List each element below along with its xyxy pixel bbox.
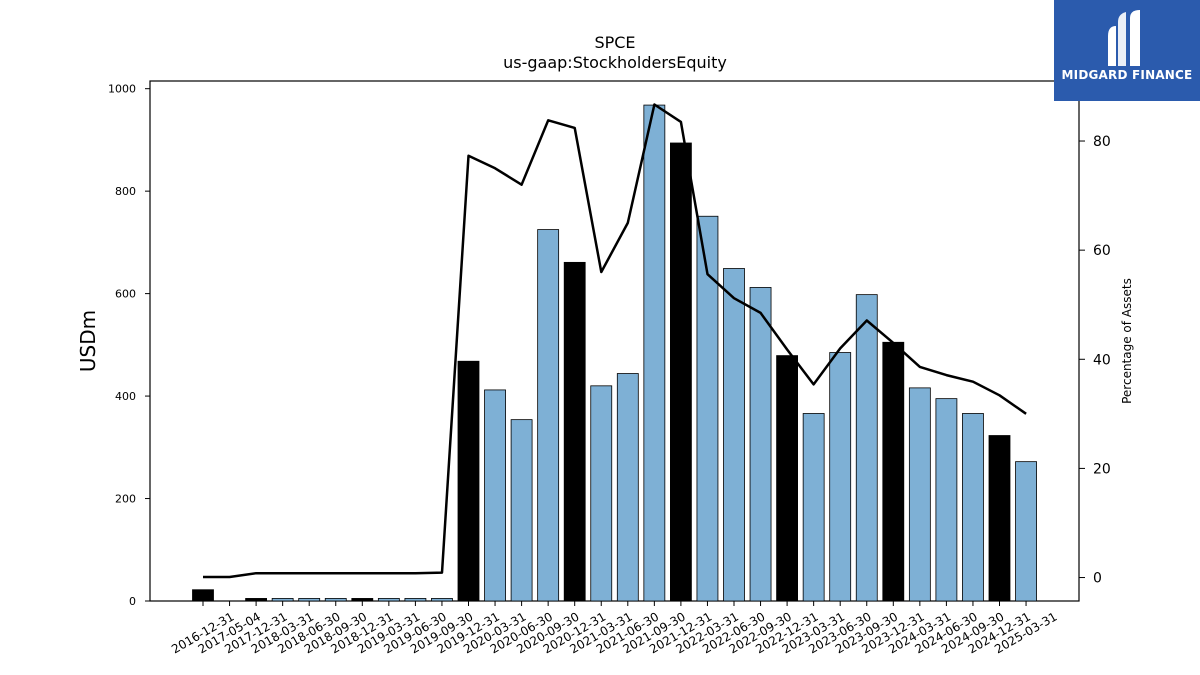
y-tick-label: 200 (115, 493, 136, 506)
y2-tick-label: 80 (1093, 134, 1111, 150)
bar-2020-03-31 (484, 389, 506, 602)
bar-2023-12-31 (882, 341, 905, 602)
bar-2019-06-30 (404, 598, 427, 602)
y-tick-label: 800 (115, 185, 136, 198)
line-group (203, 103, 1027, 579)
bar-2019-09-30 (431, 598, 453, 602)
plot-frame (149, 80, 1080, 602)
bar-2018-06-30 (298, 598, 321, 602)
bar-2025-03-31 (1015, 461, 1037, 602)
bar-2019-12-31 (457, 360, 480, 602)
bar-2020-06-30 (510, 419, 533, 602)
bar-2021-09-30 (643, 104, 666, 602)
bar-2019-03-31 (377, 598, 400, 602)
bar-2024-06-30 (935, 398, 958, 602)
right-axis: 0 20 40 60 80 (1079, 134, 1111, 587)
x-axis: 2016-12-312017-05-042017-12-312018-03-31… (169, 601, 1060, 656)
bar-2024-09-30 (962, 413, 984, 602)
y2-tick-label: 0 (1093, 571, 1102, 587)
bar-2024-12-31 (988, 435, 1011, 602)
y-tick-label: 1000 (108, 83, 136, 96)
y2-tick-label: 60 (1093, 243, 1111, 259)
bar-2023-03-31 (802, 413, 825, 602)
brand-logo: MIDGARD FINANCE (1054, 0, 1200, 101)
bar-2018-09-30 (324, 598, 347, 602)
bar-2023-09-30 (855, 294, 878, 602)
bar-2020-09-30 (537, 229, 560, 602)
left-axis: 0 200 400 600 800 1000 (108, 83, 150, 608)
y-tick-label: 0 (129, 595, 136, 608)
bar-2022-09-30 (749, 287, 772, 602)
percentage-line (203, 103, 1027, 579)
logo-mark-icon (1108, 10, 1140, 66)
y2-tick-label: 40 (1093, 352, 1111, 368)
bar-2020-12-31 (563, 261, 586, 602)
y2-axis-label: Percentage of Assets (1120, 278, 1134, 404)
bar-2017-12-31 (245, 598, 268, 602)
bar-2018-03-31 (271, 598, 294, 602)
chart-subtitle: us-gaap:StockholdersEquity (503, 53, 727, 72)
bar-2024-03-31 (908, 387, 931, 602)
logo-text: MIDGARD FINANCE (1061, 68, 1193, 82)
y-axis-label: USDm (76, 310, 100, 372)
chart-title: SPCE (594, 33, 635, 52)
bars-group (192, 104, 1037, 602)
y-tick-label: 600 (115, 288, 136, 301)
bar-2022-06-30 (723, 268, 745, 602)
bar-2016-12-31 (192, 589, 214, 602)
bar-2023-06-30 (829, 352, 852, 602)
bar-2022-12-31 (776, 355, 798, 602)
y-tick-label: 400 (115, 390, 136, 403)
bar-2021-06-30 (616, 373, 639, 602)
y2-tick-label: 20 (1093, 461, 1111, 477)
bar-2021-03-31 (590, 385, 613, 602)
bar-2018-12-31 (351, 598, 374, 602)
bar-2021-12-31 (670, 142, 692, 602)
